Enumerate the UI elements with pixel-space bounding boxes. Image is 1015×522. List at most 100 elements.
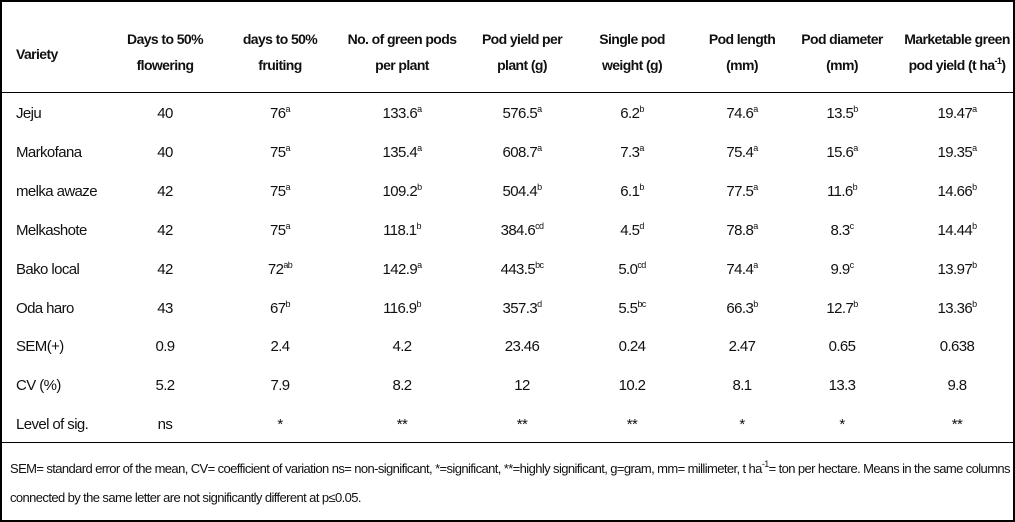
text: 13.3 [828, 377, 856, 395]
header-line: Variety [16, 45, 58, 63]
superscript: b [972, 298, 977, 309]
table-cell: Bako local [16, 261, 80, 279]
table-cell: * [839, 416, 845, 434]
superscript: a [972, 142, 977, 153]
header-rule [2, 92, 1013, 93]
table-cell: 75a [270, 143, 291, 162]
text: Oda haro [16, 299, 74, 317]
header-cell: Pod length (mm) [709, 22, 776, 82]
text: 2.47 [728, 338, 756, 356]
table-cell: 42 [157, 183, 173, 201]
text: 5.5 [618, 299, 638, 317]
text: 504.4 [502, 182, 538, 200]
table-cell: 608.7a [503, 143, 543, 162]
table-cell: 74.4a [726, 260, 758, 279]
table-cell: 7.3a [620, 143, 644, 162]
table-cell: 10.2 [619, 377, 646, 395]
table-cell: ** [517, 416, 528, 434]
text: 7.9 [270, 377, 290, 395]
superscript: b [972, 259, 977, 270]
table-cell: Markofana [16, 144, 82, 162]
table-cell: 5.0cd [618, 259, 646, 279]
table-cell: * [277, 416, 283, 434]
table-cell: 78.8a [726, 220, 758, 240]
superscript: b [285, 298, 291, 309]
table-cell: 0.638 [940, 338, 975, 356]
footnote-line: connected by the same letter are not sig… [10, 490, 362, 505]
text: 8.1 [732, 377, 752, 395]
superscript: -1 [761, 459, 769, 469]
superscript: b [853, 298, 858, 309]
table-cell: 8.3c [831, 221, 855, 240]
superscript: a [753, 220, 758, 231]
table-cell: 13.97b [938, 259, 978, 279]
header-cell: Variety [16, 37, 58, 71]
header-line: Pod diameter [801, 30, 883, 48]
text: 0.9 [155, 338, 175, 356]
header-line: weight (g) [599, 56, 665, 74]
text: * [739, 416, 745, 434]
text: Days to 50% [127, 31, 203, 47]
superscript: a [285, 104, 291, 114]
footnote-line: SEM= standard error of the mean, CV= coe… [10, 459, 1011, 477]
table-cell: Level of sig. [16, 416, 89, 434]
text: Pod yield per [481, 31, 563, 47]
text: 9.9 [830, 260, 851, 278]
table-cell: CV (%) [16, 377, 61, 395]
superscript: b [972, 181, 977, 192]
table-cell: 13.36b [938, 298, 978, 318]
text: 7.3 [620, 143, 640, 161]
text: 75 [270, 182, 286, 200]
table-cell: 135.4a [383, 143, 423, 162]
superscript: b [852, 181, 858, 192]
superscript: b [972, 220, 977, 231]
superscript: d [537, 298, 542, 309]
text: 76 [270, 105, 286, 122]
text: 75 [270, 221, 286, 239]
text: 4.5 [620, 221, 640, 239]
text: ** [626, 416, 638, 434]
text: plant (g) [497, 57, 547, 73]
text: 116.9 [383, 299, 417, 317]
table-cell: * [739, 416, 745, 434]
superscript: cd [637, 259, 646, 270]
text: SEM(+) [16, 338, 64, 356]
table-cell: 133.6a [383, 104, 423, 123]
text: 42 [157, 182, 173, 200]
table-cell: Oda haro [16, 300, 74, 318]
superscript: a [853, 142, 858, 153]
superscript: d [639, 220, 644, 231]
text: 14.66 [937, 182, 973, 200]
table-cell: 116.9b [383, 298, 422, 318]
table-cell: 109.2b [383, 182, 423, 201]
text: 6.2 [620, 105, 640, 122]
text: 74.6 [726, 105, 754, 122]
text: 74.4 [726, 260, 754, 278]
superscript: b [416, 298, 422, 309]
text: Pod diameter [801, 31, 883, 47]
table-bottom-rule [2, 442, 1013, 443]
table-cell: 8.1 [732, 377, 752, 395]
text: SEM= standard error of the mean, CV= coe… [10, 461, 762, 476]
header-cell: Single pod weight (g) [599, 22, 665, 82]
text: ) [1001, 57, 1006, 73]
text: 66.3 [726, 299, 754, 317]
table-cell: 23.46 [505, 338, 540, 356]
header-line: Pod length [709, 30, 776, 48]
table-cell: 0.24 [619, 338, 646, 356]
text: 40 [157, 105, 173, 122]
text: 12.7 [826, 299, 854, 317]
table-cell: 40 [157, 144, 173, 162]
table-cell: 443.5bc [501, 260, 544, 279]
superscript: a [417, 104, 422, 114]
text: 75 [270, 143, 286, 161]
table-cell: 66.3b [726, 299, 758, 318]
table-cell: 504.4b [502, 182, 543, 201]
text: 6.1 [620, 182, 640, 200]
header-line: per plant [348, 56, 457, 74]
table-cell: 75a [270, 221, 291, 240]
table-cell: 0.9 [155, 338, 175, 356]
text: (mm) [826, 57, 858, 73]
table-cell: 19.47a [938, 105, 978, 123]
table-cell: 14.44b [938, 220, 978, 240]
